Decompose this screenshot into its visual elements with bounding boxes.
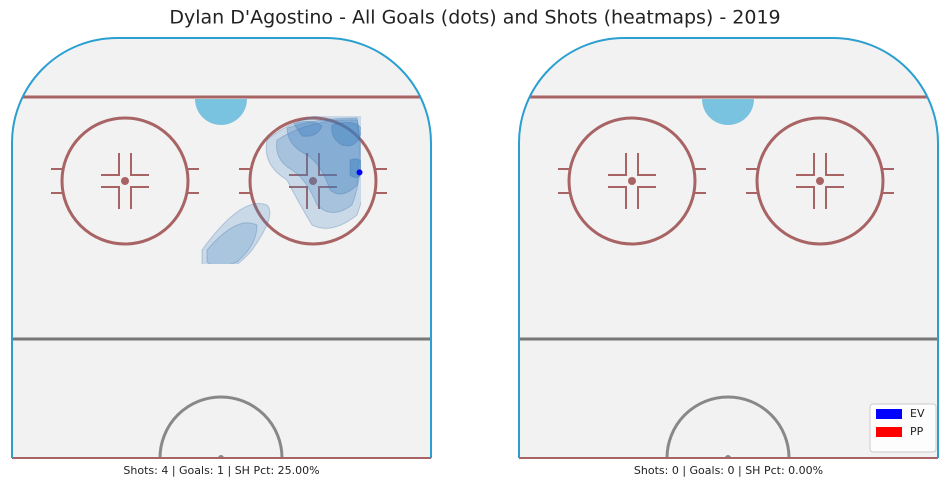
- goal-dot: [356, 169, 363, 176]
- faceoff-dot: [628, 177, 636, 185]
- rink-markings: [12, 95, 431, 458]
- hash-mark: [825, 153, 844, 176]
- heat-contour: [276, 119, 361, 213]
- rink-panel: Shots: 4 | Goals: 1 | SH Pct: 25.00%: [11, 37, 432, 477]
- rink-ice: [12, 38, 431, 458]
- boards: [11, 37, 432, 458]
- hash-mark: [637, 186, 656, 209]
- heat-contour: [201, 203, 271, 264]
- center-circle: [158, 395, 284, 458]
- hash-mark: [289, 153, 308, 176]
- heat-contour: [293, 120, 323, 137]
- legend-label: EV: [910, 407, 925, 420]
- faceoff-dot: [816, 177, 824, 185]
- center-dot: [725, 455, 731, 458]
- boards: [518, 37, 939, 458]
- hash-mark: [796, 186, 815, 209]
- heat-contour: [265, 116, 361, 229]
- legend-swatch: [876, 409, 902, 419]
- hash-mark: [318, 186, 337, 209]
- hash-mark: [825, 186, 844, 209]
- hash-mark: [318, 153, 337, 176]
- faceoff-circle: [755, 116, 885, 246]
- hash-mark: [796, 153, 815, 176]
- legend: EV PP: [869, 403, 937, 453]
- hash-mark: [101, 186, 120, 209]
- legend-label: PP: [910, 425, 924, 438]
- panel-caption: Shots: 4 | Goals: 1 | SH Pct: 25.00%: [123, 464, 319, 477]
- center-dot: [218, 455, 224, 458]
- figure-title: Dylan D'Agostino - All Goals (dots) and …: [169, 7, 780, 29]
- hash-mark: [608, 186, 627, 209]
- hash-mark: [608, 153, 627, 176]
- panel-caption: Shots: 0 | Goals: 0 | SH Pct: 0.00%: [634, 464, 823, 477]
- hash-mark: [637, 153, 656, 176]
- heat-contour: [206, 222, 258, 264]
- rink-ice: [519, 38, 938, 458]
- shot-heatmap: [201, 116, 361, 264]
- heat-contour: [286, 117, 360, 195]
- faceoff-dot: [309, 177, 317, 185]
- heat-contour: [331, 121, 361, 147]
- legend-swatch: [876, 427, 902, 437]
- faceoff-circle: [567, 116, 697, 246]
- hash-mark: [130, 186, 149, 209]
- rink-panel: Shots: 0 | Goals: 0 | SH Pct: 0.00% EV PP: [518, 37, 939, 477]
- faceoff-dot: [121, 177, 129, 185]
- center-circle: [665, 395, 791, 458]
- hash-mark: [130, 153, 149, 176]
- crease: [195, 99, 247, 125]
- rink-markings: [519, 95, 938, 458]
- faceoff-circle: [60, 116, 190, 246]
- hash-mark: [101, 153, 120, 176]
- faceoff-circle: [248, 116, 378, 246]
- crease: [702, 99, 754, 125]
- hash-mark: [289, 186, 308, 209]
